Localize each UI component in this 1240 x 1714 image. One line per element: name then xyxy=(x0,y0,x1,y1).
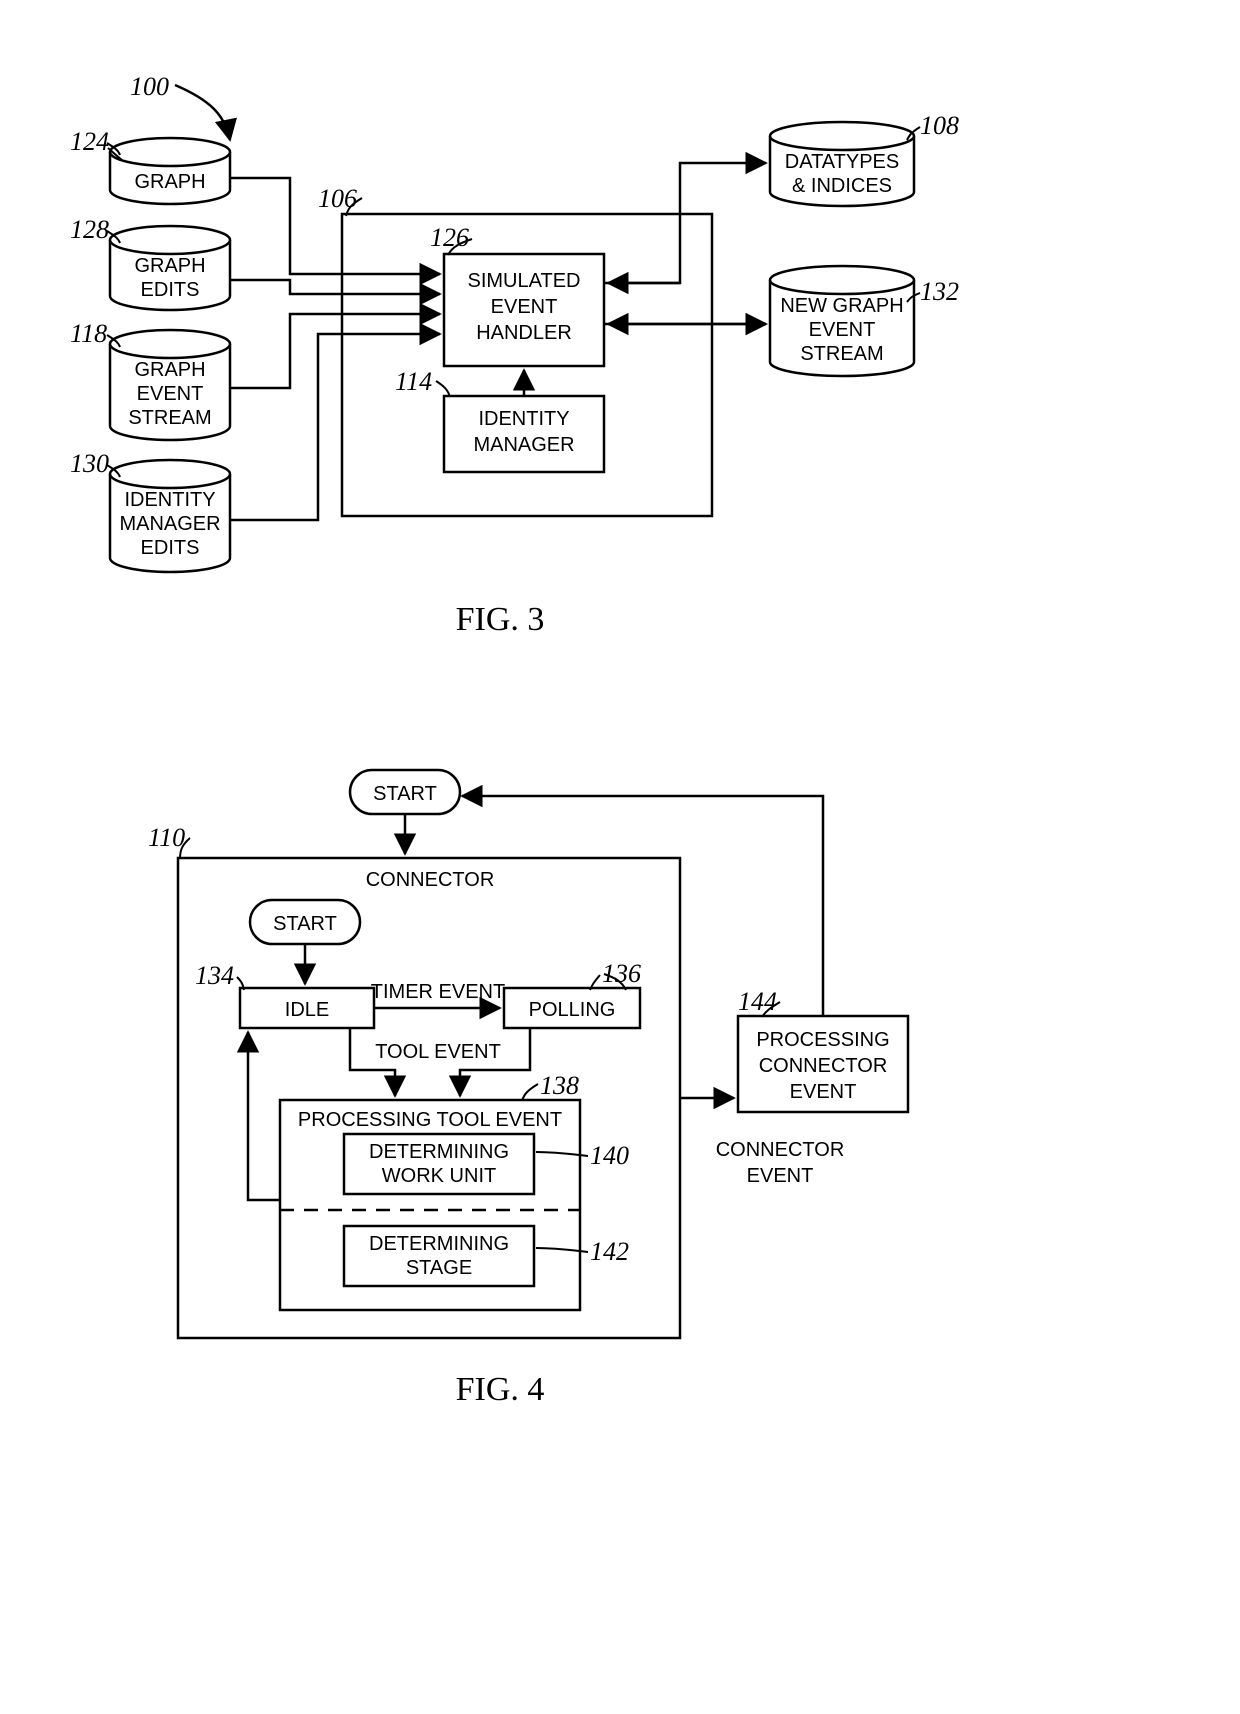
idle-box: IDLE xyxy=(240,988,374,1028)
svg-text:PROCESSING TOOL EVENT: PROCESSING TOOL EVENT xyxy=(298,1109,562,1131)
svg-text:HANDLER: HANDLER xyxy=(476,322,572,344)
svg-text:EDITS: EDITS xyxy=(141,537,200,559)
ref-114-leader xyxy=(436,381,450,397)
ref-100-leader xyxy=(175,85,230,140)
svg-text:GRAPH: GRAPH xyxy=(134,255,205,277)
fig4-group: START CONNECTOR 110 START IDLE 134 POLLI… xyxy=(148,770,908,1408)
connector-title: CONNECTOR xyxy=(366,869,495,891)
db-new-graph-event-stream: NEW GRAPH EVENT STREAM xyxy=(770,266,914,376)
ref-114: 114 xyxy=(395,367,432,396)
svg-text:CONNECTOR: CONNECTOR xyxy=(759,1055,888,1077)
processing-connector-event: PROCESSING CONNECTOR EVENT xyxy=(738,1016,908,1112)
svg-text:POLLING: POLLING xyxy=(529,999,616,1021)
db-graph-edits: GRAPH EDITS xyxy=(110,226,230,310)
fig3-caption: FIG. 3 xyxy=(456,601,545,638)
ref-144: 144 xyxy=(738,987,777,1016)
svg-text:MANAGER: MANAGER xyxy=(473,434,574,456)
start-inner: START xyxy=(250,900,360,944)
arrow-idme-to-handler xyxy=(230,334,440,520)
arrow-pce-loop xyxy=(462,796,823,1016)
svg-text:STREAM: STREAM xyxy=(128,407,211,429)
svg-text:EDITS: EDITS xyxy=(141,279,200,301)
svg-text:DETERMINING: DETERMINING xyxy=(369,1233,509,1255)
svg-text:MANAGER: MANAGER xyxy=(119,513,220,535)
svg-text:EVENT: EVENT xyxy=(491,296,558,318)
svg-text:GRAPH: GRAPH xyxy=(134,171,205,193)
ref-138-leader xyxy=(522,1084,538,1101)
db-identity-manager-edits: IDENTITY MANAGER EDITS xyxy=(110,460,230,572)
svg-text:NEW GRAPH: NEW GRAPH xyxy=(780,295,903,317)
polling-box: POLLING xyxy=(504,988,640,1028)
svg-text:EVENT: EVENT xyxy=(790,1081,857,1103)
svg-text:EVENT: EVENT xyxy=(809,319,876,341)
ref-138: 138 xyxy=(540,1071,579,1100)
ref-108: 108 xyxy=(920,111,959,140)
svg-text:IDLE: IDLE xyxy=(285,999,329,1021)
ref-118: 118 xyxy=(70,319,107,348)
arrow-graphedits-to-handler xyxy=(230,280,440,294)
arrow-pte-to-idle xyxy=(248,1032,280,1200)
db-datatypes: DATATYPES & INDICES xyxy=(770,122,914,206)
ref-132: 132 xyxy=(920,277,959,306)
svg-text:STAGE: STAGE xyxy=(406,1257,472,1279)
fig3-group: 100 106 SIMULATED EVENT HANDLER 126 IDEN… xyxy=(70,72,959,638)
svg-text:STREAM: STREAM xyxy=(800,343,883,365)
svg-text:DETERMINING: DETERMINING xyxy=(369,1141,509,1163)
db-graph-event-stream: GRAPH EVENT STREAM xyxy=(110,330,230,440)
svg-text:IDENTITY: IDENTITY xyxy=(124,489,215,511)
ref-140: 140 xyxy=(590,1141,629,1170)
svg-text:START: START xyxy=(273,913,337,935)
ref-110: 110 xyxy=(148,823,185,852)
ref-134: 134 xyxy=(195,961,234,990)
ref-126: 126 xyxy=(430,223,469,252)
connector-event-label-2: EVENT xyxy=(747,1165,814,1187)
ref-128: 128 xyxy=(70,215,109,244)
svg-text:PROCESSING: PROCESSING xyxy=(756,1029,889,1051)
ref-124: 124 xyxy=(70,127,109,156)
svg-text:START: START xyxy=(373,783,437,805)
ref-142: 142 xyxy=(590,1237,629,1266)
start-outer: START xyxy=(350,770,460,814)
svg-text:SIMULATED: SIMULATED xyxy=(468,270,581,292)
identity-manager: IDENTITY MANAGER xyxy=(444,396,604,472)
ref-106: 106 xyxy=(318,184,357,213)
ref-130: 130 xyxy=(70,449,109,478)
timer-event-label: TIMER EVENT xyxy=(371,981,505,1003)
svg-text:IDENTITY: IDENTITY xyxy=(478,408,569,430)
tool-event-label: TOOL EVENT xyxy=(375,1041,501,1063)
arrow-handler-to-datatypes xyxy=(604,163,766,283)
ref-100: 100 xyxy=(130,72,169,101)
svg-text:GRAPH: GRAPH xyxy=(134,359,205,381)
sim-event-handler: SIMULATED EVENT HANDLER xyxy=(444,254,604,366)
db-graph: GRAPH xyxy=(110,138,230,204)
svg-text:WORK UNIT: WORK UNIT xyxy=(382,1165,496,1187)
connector-event-label-1: CONNECTOR xyxy=(716,1139,845,1161)
fig4-caption: FIG. 4 xyxy=(456,1371,545,1408)
svg-text:& INDICES: & INDICES xyxy=(792,175,892,197)
processing-tool-event: PROCESSING TOOL EVENT DETERMINING WORK U… xyxy=(280,1100,580,1310)
svg-text:DATATYPES: DATATYPES xyxy=(785,151,899,173)
svg-text:EVENT: EVENT xyxy=(137,383,204,405)
